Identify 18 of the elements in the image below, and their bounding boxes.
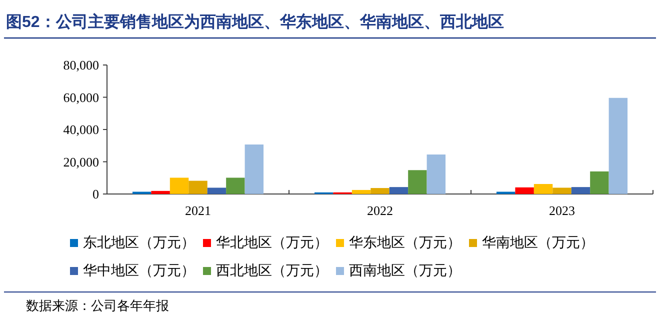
x-tick-label: 2023 [549,203,575,218]
legend-label: 西南地区（万元） [349,262,461,280]
legend-label: 东北地区（万元） [83,234,195,252]
source-note: 数据来源：公司各年年报 [26,298,169,313]
title: 图52：公司主要销售地区为西南地区、华东地区、华南地区、西北地区 [6,14,504,31]
legend-label: 华东地区（万元） [349,234,461,252]
legend-label: 华中地区（万元） [83,262,195,280]
y-tick-label: 60,000 [63,90,99,105]
y-tick-label: 40,000 [63,122,99,137]
y-tick-label: 0 [92,186,99,202]
legend-label: 西北地区（万元） [216,262,328,280]
x-tick-label: 2022 [367,203,393,218]
legend-label: 华南地区（万元） [482,234,594,252]
y-tick-label: 80,000 [63,58,99,72]
plot: 0 20,000 40,000 60,000 80,000 2021 2022 2023 [63,58,654,218]
x-tick-label: 2021 [185,203,211,218]
y-tick-label: 20,000 [63,154,99,170]
legend-label: 华北地区（万元） [216,234,328,252]
